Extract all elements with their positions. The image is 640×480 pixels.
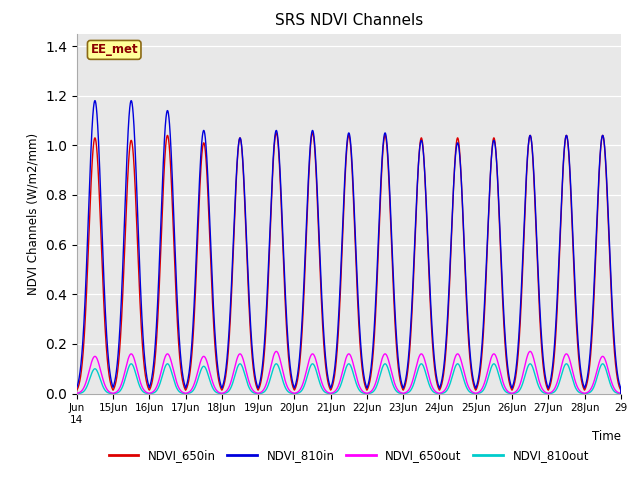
NDVI_650in bbox=[424, 244, 431, 250]
Line: NDVI_650in: NDVI_650in bbox=[77, 133, 621, 394]
NDVI_810in bbox=[617, 391, 625, 396]
Title: SRS NDVI Channels: SRS NDVI Channels bbox=[275, 13, 423, 28]
NDVI_810in bbox=[615, 379, 623, 385]
NDVI_650in bbox=[617, 391, 625, 396]
NDVI_810out bbox=[615, 391, 623, 396]
NDVI_810out bbox=[184, 391, 191, 396]
NDVI_650in bbox=[276, 185, 284, 191]
Line: NDVI_810out: NDVI_810out bbox=[77, 364, 621, 394]
NDVI_650out bbox=[615, 390, 623, 396]
NDVI_810in bbox=[73, 384, 81, 390]
NDVI_650out bbox=[617, 391, 625, 396]
Y-axis label: NDVI Channels (W/m2/mm): NDVI Channels (W/m2/mm) bbox=[26, 132, 40, 295]
Legend: NDVI_650in, NDVI_810in, NDVI_650out, NDVI_810out: NDVI_650in, NDVI_810in, NDVI_650out, NDV… bbox=[104, 444, 594, 467]
NDVI_650out bbox=[501, 384, 509, 390]
NDVI_650in bbox=[615, 383, 623, 388]
NDVI_650in bbox=[501, 342, 509, 348]
NDVI_810in bbox=[184, 379, 191, 384]
NDVI_810in bbox=[91, 98, 99, 104]
X-axis label: Time: Time bbox=[592, 431, 621, 444]
NDVI_810out bbox=[276, 370, 284, 375]
NDVI_810out bbox=[73, 391, 81, 396]
NDVI_650out bbox=[189, 384, 197, 389]
NDVI_650out bbox=[184, 390, 191, 396]
NDVI_650in bbox=[184, 383, 191, 389]
NDVI_810in bbox=[424, 237, 431, 242]
NDVI_810out bbox=[617, 391, 625, 396]
NDVI_650in bbox=[73, 387, 81, 393]
NDVI_650in bbox=[189, 333, 197, 339]
NDVI_650out bbox=[276, 358, 284, 364]
Text: EE_met: EE_met bbox=[90, 43, 138, 56]
NDVI_810out bbox=[424, 377, 431, 383]
Line: NDVI_810in: NDVI_810in bbox=[77, 101, 621, 394]
NDVI_650in bbox=[273, 130, 280, 136]
NDVI_810out bbox=[599, 361, 607, 367]
Line: NDVI_650out: NDVI_650out bbox=[77, 351, 621, 394]
NDVI_650out bbox=[424, 369, 431, 375]
NDVI_810out bbox=[501, 388, 509, 394]
NDVI_650out bbox=[526, 348, 534, 354]
NDVI_810in bbox=[276, 178, 284, 183]
NDVI_650out bbox=[73, 390, 81, 396]
NDVI_810in bbox=[501, 333, 509, 339]
NDVI_810in bbox=[189, 319, 197, 324]
NDVI_810out bbox=[189, 387, 197, 393]
